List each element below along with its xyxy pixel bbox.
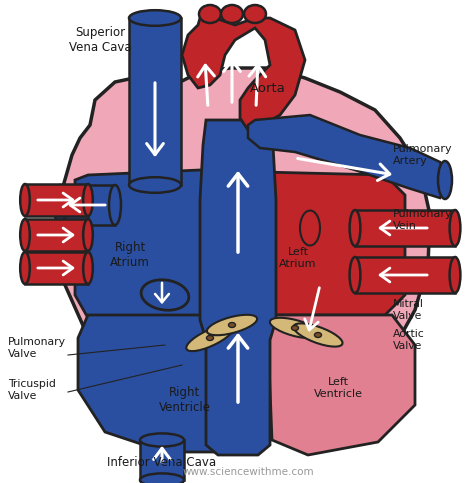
Ellipse shape [315, 332, 321, 338]
Ellipse shape [20, 219, 30, 251]
Ellipse shape [109, 185, 121, 225]
Ellipse shape [300, 211, 320, 245]
Text: Aorta: Aorta [250, 82, 286, 95]
Ellipse shape [20, 252, 30, 284]
Polygon shape [248, 172, 405, 315]
Polygon shape [60, 185, 115, 225]
Text: Pulmonary
Valve: Pulmonary Valve [8, 337, 66, 359]
Ellipse shape [450, 257, 460, 293]
Polygon shape [355, 210, 455, 246]
Ellipse shape [83, 184, 93, 216]
Polygon shape [25, 219, 88, 251]
Text: www.sciencewithme.com: www.sciencewithme.com [182, 467, 314, 477]
Ellipse shape [129, 10, 181, 26]
Polygon shape [129, 18, 181, 185]
Ellipse shape [83, 252, 93, 284]
Ellipse shape [350, 210, 360, 246]
Ellipse shape [140, 433, 184, 447]
Polygon shape [75, 170, 265, 318]
Text: Pulmonary
Vein: Pulmonary Vein [393, 209, 453, 231]
Ellipse shape [140, 473, 184, 483]
Text: Left
Atrium: Left Atrium [279, 247, 317, 269]
Ellipse shape [199, 5, 221, 23]
Ellipse shape [207, 336, 213, 341]
Text: Mitral
Valve: Mitral Valve [393, 299, 424, 321]
Polygon shape [270, 318, 320, 338]
Text: Right
Atrium: Right Atrium [110, 241, 150, 269]
Polygon shape [355, 257, 455, 293]
Polygon shape [268, 315, 415, 455]
Text: Inferior Vena Cava: Inferior Vena Cava [108, 455, 217, 469]
Ellipse shape [221, 5, 243, 23]
Text: Right
Ventricle: Right Ventricle [159, 386, 211, 414]
Ellipse shape [20, 184, 30, 216]
Ellipse shape [244, 5, 266, 23]
Ellipse shape [129, 177, 181, 193]
Ellipse shape [450, 210, 460, 246]
Ellipse shape [54, 185, 66, 225]
Polygon shape [200, 120, 276, 455]
Ellipse shape [350, 257, 360, 293]
Polygon shape [25, 252, 88, 284]
Text: Superior
Vena Cava: Superior Vena Cava [69, 26, 131, 54]
Text: Tricuspid
Valve: Tricuspid Valve [8, 379, 56, 401]
Polygon shape [293, 324, 342, 347]
Polygon shape [60, 68, 430, 450]
Text: Left
Ventricle: Left Ventricle [313, 377, 363, 399]
Polygon shape [78, 315, 272, 452]
Ellipse shape [292, 326, 299, 330]
Polygon shape [25, 184, 88, 216]
Polygon shape [248, 115, 448, 198]
Polygon shape [182, 18, 305, 130]
Polygon shape [207, 315, 257, 335]
Ellipse shape [438, 161, 452, 199]
Polygon shape [140, 440, 184, 480]
Ellipse shape [83, 219, 93, 251]
Text: Aortic
Valve: Aortic Valve [393, 329, 425, 351]
Ellipse shape [228, 323, 236, 327]
Text: Pulmonary
Artery: Pulmonary Artery [393, 144, 453, 166]
Polygon shape [186, 325, 234, 351]
